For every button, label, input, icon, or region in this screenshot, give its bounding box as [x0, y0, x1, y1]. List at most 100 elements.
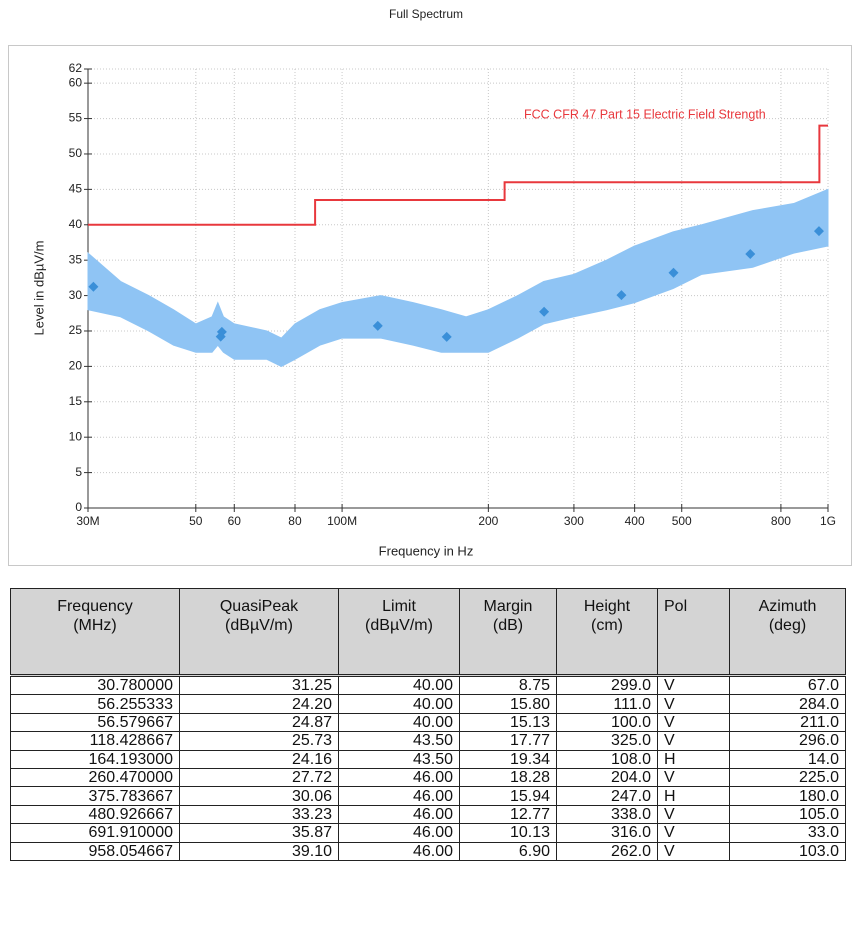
header-cell: Margin (dB): [459, 588, 557, 677]
header-text: Frequency: [57, 598, 133, 615]
y-tick-label: 25: [69, 323, 83, 337]
table-cell: V: [657, 804, 730, 825]
results-table: Frequency (MHz) QuasiPeak (dBµV/m) Limit (dBµ…: [10, 588, 846, 861]
table-cell: 118.428667: [10, 731, 180, 751]
x-tick-label: 400: [625, 514, 645, 528]
table-cell: 325.0: [556, 731, 658, 751]
header-text: (deg): [768, 617, 807, 634]
quasi-peak-marker: [616, 290, 627, 301]
limit-label: FCC CFR 47 Part 15 Electric Field Streng…: [524, 107, 766, 121]
header-cell: Height (cm): [556, 588, 658, 677]
table-cell: V: [657, 767, 730, 788]
table-row: 958.054667 39.10 46.00 6.90 262.0 V 103.0: [10, 841, 846, 861]
table-cell: 27.72: [179, 767, 339, 788]
table-cell: 67.0: [729, 674, 846, 696]
table-cell: 15.13: [459, 712, 557, 733]
spectrum-band: [87, 188, 829, 367]
table-cell: 225.0: [729, 767, 846, 788]
table-cell: 56.255333: [10, 694, 180, 714]
table-cell: 15.80: [459, 694, 557, 714]
x-axis-label: Frequency in Hz: [379, 543, 474, 558]
y-tick-label: 10: [69, 429, 83, 443]
table-cell: 375.783667: [10, 786, 180, 806]
y-tick-label: 60: [69, 75, 83, 89]
table-cell: 24.87: [179, 712, 339, 733]
y-tick-label: 15: [69, 394, 83, 408]
quasi-peak-marker: [372, 320, 383, 331]
table-cell: V: [657, 712, 730, 733]
y-tick-label: 0: [75, 500, 82, 514]
header-text: Height: [583, 598, 631, 615]
x-tick-label: 50: [189, 514, 203, 528]
table-cell: 40.00: [338, 694, 460, 714]
header-cell: Azimuth (deg): [729, 588, 846, 677]
header-cell: Limit (dBµV/m): [338, 588, 460, 677]
table-cell: 10.13: [459, 823, 557, 843]
table-row: 56.255333 24.20 40.00 15.80 111.0 V 284.0: [10, 694, 846, 714]
table-cell: 480.926667: [10, 804, 180, 825]
table-row: 260.470000 27.72 46.00 18.28 204.0 V 225.0: [10, 767, 846, 788]
table-cell: H: [657, 786, 730, 806]
chart-title: Full Spectrum: [389, 7, 463, 21]
table-cell: 299.0: [556, 674, 658, 696]
table-cell: V: [657, 731, 730, 751]
header-text: QuasiPeak: [219, 598, 299, 615]
table-cell: 17.77: [459, 731, 557, 751]
table-cell: 111.0: [556, 694, 658, 714]
table-cell: 40.00: [338, 674, 460, 696]
header-cell: QuasiPeak (dBµV/m): [179, 588, 339, 677]
table-cell: 25.73: [179, 731, 339, 751]
table-cell: 180.0: [729, 786, 846, 806]
table-cell: 18.28: [459, 767, 557, 788]
table-cell: 43.50: [338, 749, 460, 769]
x-tick-label: 30M: [76, 514, 99, 528]
y-tick-label: 5: [75, 465, 82, 479]
table-cell: 100.0: [556, 712, 658, 733]
x-tick-label: 500: [672, 514, 692, 528]
x-tick-label: 60: [228, 514, 242, 528]
y-tick-label: 20: [69, 359, 83, 373]
header-text: (MHz): [73, 617, 117, 634]
table-row: 56.579667 24.87 40.00 15.13 100.0 V 211.0: [10, 712, 846, 733]
limit-line: [88, 124, 828, 226]
header-text: (dB): [492, 617, 524, 634]
quasi-peak-marker: [216, 326, 227, 337]
table-cell: 262.0: [556, 841, 658, 861]
table-cell: 30.780000: [10, 674, 180, 696]
table-cell: 56.579667: [10, 712, 180, 733]
chart: Full Spectrum Frequency in Hz Level in d…: [8, 7, 852, 566]
table-row: 30.780000 31.25 40.00 8.75 299.0 V 67.0: [10, 674, 846, 696]
table-cell: V: [657, 674, 730, 696]
table-cell: 12.77: [459, 804, 557, 825]
table-cell: 46.00: [338, 804, 460, 825]
quasi-peak-marker: [539, 306, 550, 317]
table-cell: 19.34: [459, 749, 557, 769]
table-cell: 260.470000: [10, 767, 180, 788]
table-cell: 204.0: [556, 767, 658, 788]
x-tick-label: 1G: [820, 514, 836, 528]
table-cell: V: [657, 823, 730, 843]
header-text: (dBµV/m): [365, 617, 433, 634]
y-tick-label: 55: [69, 111, 83, 125]
x-tick-label: 80: [288, 514, 302, 528]
table-cell: 14.0: [729, 749, 846, 769]
table-cell: 33.23: [179, 804, 339, 825]
table-cell: 247.0: [556, 786, 658, 806]
x-tick-label: 200: [478, 514, 498, 528]
header-cell: Frequency (MHz): [10, 588, 180, 677]
table-row: 164.193000 24.16 43.50 19.34 108.0 H 14.0: [10, 749, 846, 769]
quasi-peak-marker: [745, 249, 756, 260]
header-text: (cm): [591, 617, 623, 634]
table-cell: 40.00: [338, 712, 460, 733]
table-cell: 958.054667: [10, 841, 180, 861]
y-tick-label: 40: [69, 217, 83, 231]
table-cell: 15.94: [459, 786, 557, 806]
x-tick-label: 800: [771, 514, 791, 528]
table-cell: 691.910000: [10, 823, 180, 843]
y-tick-label: 50: [69, 146, 83, 160]
header-text: Limit: [382, 598, 416, 615]
table-cell: 338.0: [556, 804, 658, 825]
table-cell: 46.00: [338, 767, 460, 788]
